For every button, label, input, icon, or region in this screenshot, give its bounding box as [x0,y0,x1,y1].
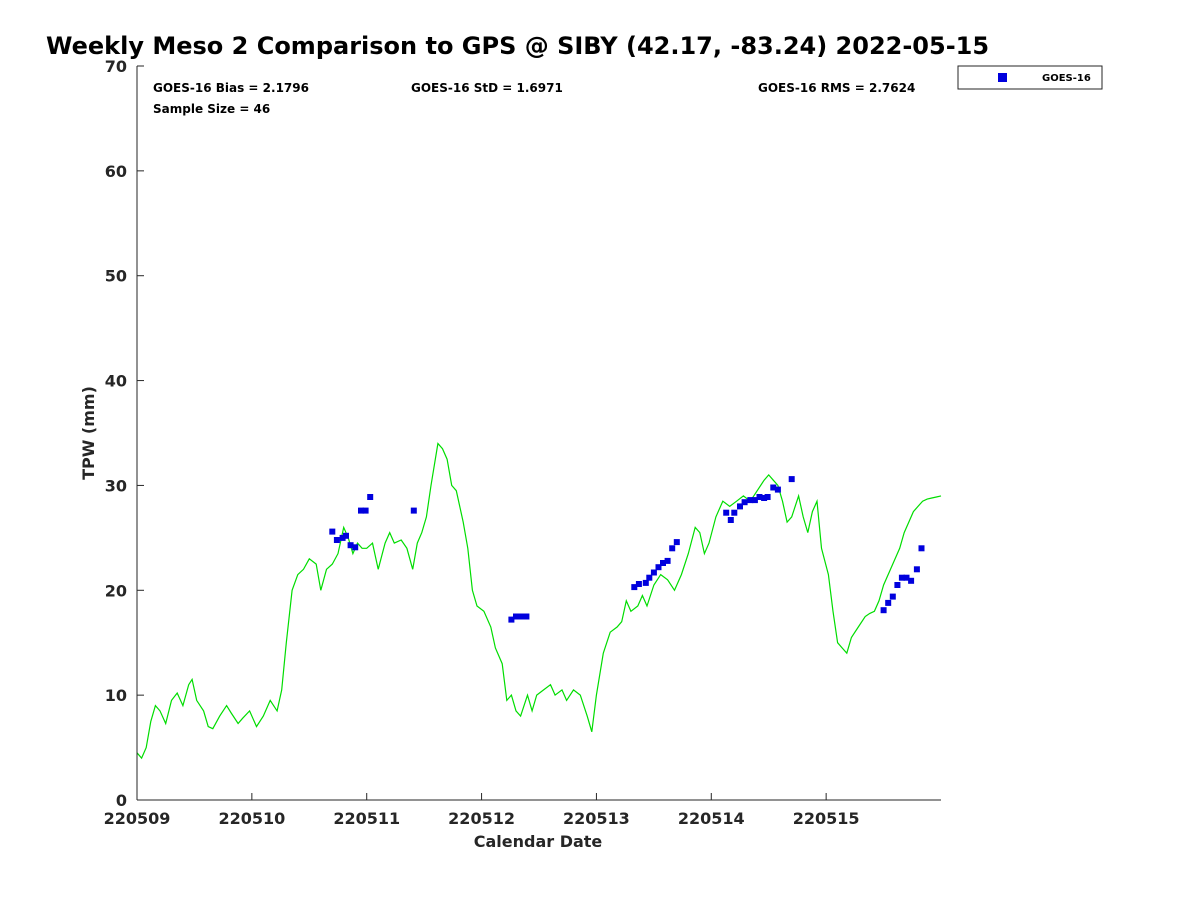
axes [136,66,941,801]
std-stat: GOES-16 StD = 1.6971 [411,81,563,95]
x-tick-label: 220513 [563,809,630,828]
goes16-point [410,507,417,514]
goes16-point [347,542,354,549]
y-tick-label: 40 [105,372,127,391]
goes16-point [756,494,763,500]
x-tick-label: 220511 [333,809,400,828]
y-tick-label: 60 [105,162,127,181]
x-tick-label: 220512 [448,809,515,828]
goes16-point [339,534,346,541]
goes16-point [731,509,738,516]
goes16-point [764,494,771,500]
goes16-point [655,564,662,571]
x-tick-label: 220515 [793,809,860,828]
stats-annotations: GOES-16 Bias = 2.1796 GOES-16 StD = 1.69… [153,81,915,116]
x-axis-label: Calendar Date [474,832,603,851]
gps-line [136,442,942,760]
goes16-point [770,484,777,491]
goes16-point [894,582,901,588]
legend: GOES-16 [957,65,1103,90]
goes16-point [508,616,515,623]
goes16-point [918,545,925,552]
goes16-point [737,503,743,510]
goes16-point [747,497,754,504]
goes16-point [723,509,730,516]
goes16-point [646,574,653,581]
x-tick-label: 220510 [218,809,285,828]
goes16-point [343,532,349,539]
y-tick-label: 0 [116,791,127,810]
goes16-point [518,613,525,620]
goes16-point [367,494,374,500]
goes16-point [774,486,781,493]
goes16-point [329,528,336,535]
goes16-point [673,539,680,546]
y-tick-label: 30 [105,476,127,495]
goes16-point [523,613,530,620]
x-tick-label: 220509 [104,809,171,828]
goes16-point [660,560,666,566]
gps-series [136,442,942,760]
goes16-point [642,579,649,586]
goes16-point [903,574,910,581]
goes16-point [635,581,642,587]
goes16-point [669,545,676,552]
y-tick-label: 50 [105,267,127,286]
goes16-point [889,593,896,600]
y-tick-label: 70 [105,57,127,76]
goes16-point [352,544,359,551]
goes16-point [362,507,369,514]
legend-label-goes16: GOES-16 [1042,73,1091,84]
bias-stat: GOES-16 Bias = 2.1796 [153,81,309,95]
legend-box [957,65,1103,90]
goes16-point [885,599,892,606]
goes16-point [741,499,748,506]
chart-title: Weekly Meso 2 Comparison to GPS @ SIBY (… [46,32,989,60]
y-tick-label: 20 [105,581,127,600]
rms-stat: GOES-16 RMS = 2.7624 [758,81,915,95]
goes16-point [898,574,905,581]
goes16-point [631,584,638,591]
goes16-point [513,613,519,620]
goes16-point [880,607,887,614]
goes16-point [908,577,915,584]
sample-size-stat: Sample Size = 46 [153,102,270,116]
goes16-point [788,476,795,483]
goes16-series [329,476,925,623]
goes16-point [650,569,657,576]
x-ticks: 220509 220510 220511 220512 220513 220514 2205… [104,793,860,828]
y-ticks: 0 10 20 30 40 50 60 70 [105,57,144,810]
goes16-point [727,517,734,523]
goes16-point [751,497,758,504]
legend-marker-goes16 [998,73,1007,82]
goes16-point [358,507,364,514]
x-tick-label: 220514 [678,809,745,828]
y-axis-label: TPW (mm) [79,386,98,480]
goes16-point [761,495,768,501]
goes16-point [913,566,920,573]
goes16-point [664,557,671,564]
goes16-point [333,537,340,543]
y-tick-label: 10 [105,686,127,705]
